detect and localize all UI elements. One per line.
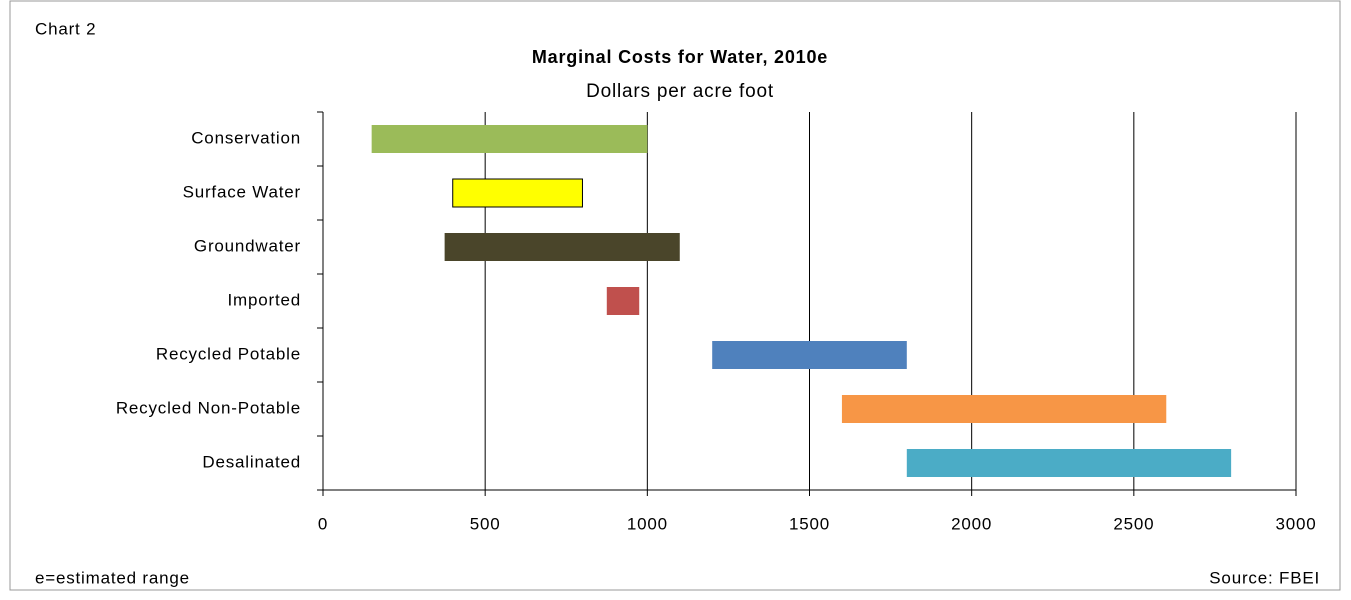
bar [606,287,640,315]
source: Source: FBEI [1209,568,1320,587]
bar [712,341,907,369]
chart-title: Marginal Costs for Water, 2010e [532,47,828,67]
chart-label: Chart 2 [35,19,96,38]
y-tick-label: Surface Water [183,182,301,201]
x-tick-label: 2500 [1113,514,1154,533]
y-tick-label: Groundwater [194,236,301,255]
bar [906,449,1232,477]
x-tick-label: 0 [318,514,328,533]
x-tick-label: 1000 [627,514,668,533]
chart-subtitle: Dollars per acre foot [586,81,774,102]
y-tick-label: Imported [228,290,302,309]
footnote: e=estimated range [35,568,190,587]
y-tick-label: Recycled Potable [156,344,301,363]
bar [841,395,1167,423]
x-tick-label: 2000 [951,514,992,533]
y-tick-label: Desalinated [202,452,301,471]
bar [371,125,648,153]
x-tick-label: 1500 [789,514,830,533]
chart-frame [9,0,1341,591]
bar [452,178,583,208]
x-tick-label: 3000 [1275,514,1316,533]
x-tick-label: 500 [470,514,501,533]
bar [444,233,680,261]
y-tick-label: Recycled Non-Potable [116,398,301,417]
y-tick-label: Conservation [191,128,301,147]
